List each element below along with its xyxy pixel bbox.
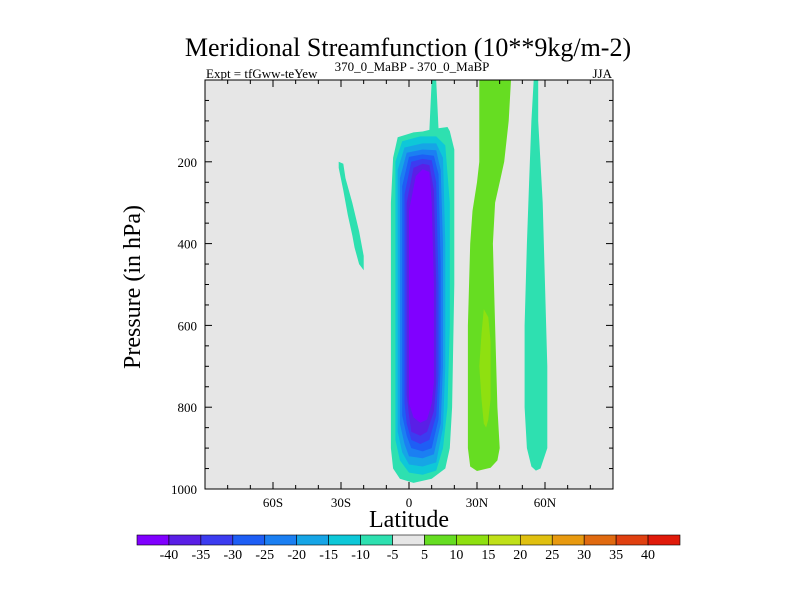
contour-pos-5 bbox=[467, 80, 511, 471]
colorbar-label: 20 bbox=[513, 548, 527, 563]
colorbar-label: 15 bbox=[481, 548, 495, 563]
x-axis-ticks: 60S 30S 0 30N 60N bbox=[204, 80, 614, 510]
colorbar-label: 40 bbox=[641, 548, 655, 563]
x-axis-label: Latitude bbox=[369, 507, 449, 533]
colorbar-swatch bbox=[424, 534, 457, 546]
colorbar-swatch bbox=[488, 534, 521, 546]
x-tick-label: 0 bbox=[406, 495, 413, 510]
y-tick-label: 800 bbox=[178, 400, 198, 415]
chart-title: Meridional Streamfunction (10**9kg/m-2) bbox=[185, 33, 631, 62]
colorbar-swatch bbox=[615, 534, 649, 546]
colorbar-swatch bbox=[264, 534, 298, 546]
colorbar-label: -35 bbox=[192, 548, 211, 563]
colorbar-label: -25 bbox=[255, 548, 274, 563]
colorbar-label: -20 bbox=[287, 548, 306, 563]
colorbar-swatch bbox=[168, 534, 202, 546]
colorbar-label: -10 bbox=[351, 548, 370, 563]
colorbar-swatch bbox=[647, 534, 681, 546]
colorbar-label: 35 bbox=[609, 548, 623, 563]
contour-neg-5-strip bbox=[338, 161, 364, 271]
x-tick-label: 60N bbox=[534, 495, 557, 510]
y-axis-label: Pressure (in hPa) bbox=[120, 205, 146, 369]
colorbar-label: -30 bbox=[223, 548, 242, 563]
colorbar: -40 -35 -30 -25 -20 -15 -10 -5 5 10 15 20 25 30 35 40 bbox=[136, 534, 681, 563]
colorbar-label: 25 bbox=[545, 548, 559, 563]
season-label: JJA bbox=[592, 66, 612, 81]
y-axis-ticks: 200 400 600 800 1000 bbox=[171, 79, 613, 497]
colorbar-label: -40 bbox=[160, 548, 179, 563]
colorbar-label: -5 bbox=[387, 548, 399, 563]
colorbar-label: 30 bbox=[577, 548, 591, 563]
y-tick-label: 200 bbox=[178, 155, 198, 170]
y-tick-label: 400 bbox=[178, 237, 198, 252]
contour-pos-10 bbox=[479, 309, 491, 428]
colorbar-swatch bbox=[456, 534, 489, 546]
colorbar-swatch bbox=[360, 534, 393, 546]
colorbar-swatch bbox=[328, 534, 361, 546]
experiment-difference-label: 370_0_MaBP - 370_0_MaBP bbox=[335, 59, 490, 74]
colorbar-swatch bbox=[200, 534, 234, 546]
x-tick-label: 60S bbox=[263, 495, 283, 510]
colorbar-swatch bbox=[232, 534, 266, 546]
colorbar-label: -15 bbox=[319, 548, 338, 563]
y-tick-label: 1000 bbox=[171, 482, 197, 497]
colorbar-swatch bbox=[392, 534, 425, 546]
colorbar-swatch bbox=[551, 534, 585, 546]
contour-regions bbox=[338, 80, 548, 483]
colorbar-swatch bbox=[519, 534, 553, 546]
experiment-label: Expt = tfGww-teYew bbox=[206, 66, 318, 81]
y-tick-label: 600 bbox=[178, 318, 198, 333]
contour-neg-40 bbox=[409, 169, 434, 423]
x-tick-label: 30S bbox=[331, 495, 351, 510]
x-tick-label: 30N bbox=[466, 495, 489, 510]
colorbar-label: 5 bbox=[421, 548, 428, 563]
colorbar-swatch bbox=[136, 534, 170, 546]
contour-neg-5-right bbox=[524, 80, 548, 471]
colorbar-swatch bbox=[583, 534, 617, 546]
colorbar-label: 10 bbox=[449, 548, 463, 563]
colorbar-swatch bbox=[296, 534, 329, 546]
